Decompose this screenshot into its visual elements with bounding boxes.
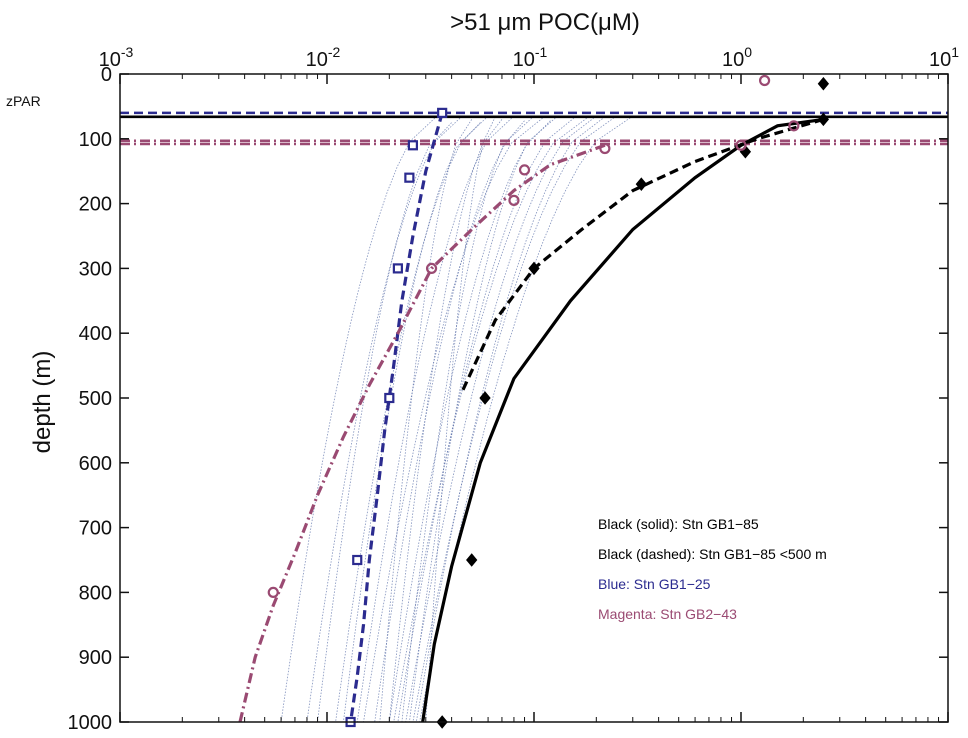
- fit-line-2: [349, 112, 444, 723]
- ensemble-curve-7: [405, 115, 597, 723]
- fit-line-0: [421, 117, 824, 723]
- ensemble-curve-18: [415, 116, 606, 723]
- y-tick-label-2: 200: [79, 194, 112, 216]
- x-tick-label-3: 100: [722, 44, 752, 71]
- legend-entry-1: Black (dashed): Stn GB1−85 <500 m: [598, 546, 827, 562]
- data-point-circle-2-3: [599, 142, 611, 155]
- ensemble-curve-13: [409, 120, 551, 723]
- fit-line-3: [238, 143, 606, 723]
- ensemble-curve-3: [356, 115, 515, 723]
- ensemble-curve-0: [280, 115, 438, 723]
- data-point-square-1-4: [384, 392, 395, 404]
- y-tick-label-0: 0: [101, 64, 112, 86]
- axes-layer: 10-3 10-2 10-1 100 1010100200300400500600700…: [68, 44, 960, 734]
- data-point-circle-2-6: [425, 262, 438, 274]
- data-point-diamond-0-4: [528, 261, 540, 276]
- data-point-square-1-1: [407, 140, 418, 151]
- x-tick-exponent-3: 0: [744, 44, 752, 60]
- legend-entry-0: Black (solid): Stn GB1−85: [598, 516, 759, 532]
- data-point-circle-2-7: [267, 586, 279, 599]
- y-tick-label-5: 500: [79, 388, 112, 410]
- data-point-circle-2-2: [735, 139, 747, 151]
- legend-entry-3: Magenta: Stn GB2−43: [598, 606, 737, 622]
- data-point-circle-2-0: [758, 74, 771, 87]
- legend-entry-2: Blue: Stn GB1−25: [598, 576, 711, 592]
- data-point-diamond-0-3: [635, 177, 647, 191]
- data-point-circle-2-5: [508, 194, 520, 206]
- x-tick-exponent-2: -1: [535, 44, 548, 60]
- ensemble-curve-6: [397, 115, 577, 723]
- y-tick-label-1: 100: [79, 129, 112, 151]
- data-point-diamond-0-0: [817, 76, 830, 91]
- data-point-square-1-2: [404, 172, 415, 183]
- thin-curves-layer: [280, 115, 634, 723]
- y-tick-label-8: 800: [79, 582, 112, 604]
- fit-lines-layer: [238, 112, 824, 723]
- x-tick-label-2: 10-1: [513, 44, 548, 71]
- data-point-circle-2-4: [518, 164, 531, 176]
- ensemble-curve-5: [388, 115, 558, 723]
- ensemble-curve-1: [306, 115, 463, 723]
- data-point-circle-2-1: [788, 120, 800, 132]
- ensemble-curve-10: [379, 119, 473, 723]
- ensemble-curve-9: [419, 115, 634, 723]
- x-tick-label-4: 101: [929, 44, 959, 71]
- x-tick-exponent-4: 1: [951, 44, 959, 60]
- y-tick-label-3: 300: [79, 258, 112, 280]
- ensemble-curve-11: [388, 119, 503, 723]
- ensemble-curve-14: [317, 122, 452, 723]
- fit-line-1: [460, 117, 824, 393]
- zpar-label: zPAR: [6, 93, 41, 109]
- x-tick-label-1: 10-2: [306, 44, 341, 71]
- ensemble-curve-19: [425, 116, 496, 723]
- chart-title: >51 μm POC(μM): [450, 9, 640, 36]
- legend: Black (solid): Stn GB1−85 Black (dashed):…: [598, 516, 827, 622]
- y-tick-label-6: 600: [79, 453, 112, 475]
- data-point-square-1-0: [437, 107, 448, 118]
- reference-lines-layer: [120, 111, 948, 146]
- ensemble-curve-16: [363, 117, 543, 723]
- x-tick-exponent-0: -3: [121, 44, 134, 60]
- data-point-diamond-0-1: [817, 112, 830, 127]
- y-tick-label-9: 900: [79, 647, 112, 669]
- y-tick-label-7: 700: [79, 518, 112, 540]
- ensemble-curve-2: [335, 115, 489, 723]
- data-points-layer: [267, 74, 830, 729]
- y-axis-label: depth (m): [29, 351, 56, 454]
- data-point-square-1-3: [392, 263, 403, 274]
- ensemble-curve-8: [412, 115, 617, 723]
- data-point-diamond-0-5: [479, 391, 491, 405]
- y-tick-label-10: 1000: [68, 712, 113, 734]
- plot-frame: [119, 73, 949, 723]
- x-tick-exponent-1: -2: [328, 44, 341, 60]
- ensemble-curve-17: [393, 117, 588, 723]
- data-point-diamond-0-6: [466, 553, 478, 567]
- data-point-square-1-5: [352, 554, 363, 566]
- y-tick-label-4: 400: [79, 323, 112, 345]
